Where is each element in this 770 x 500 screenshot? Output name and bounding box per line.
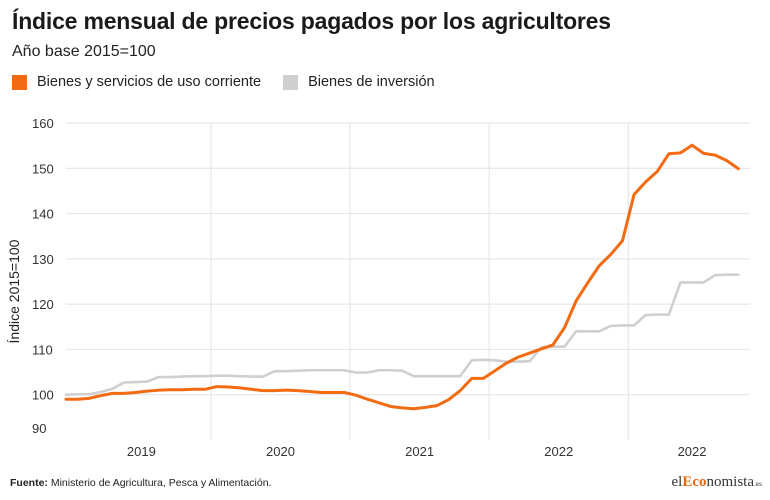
legend-swatch-inversion	[283, 74, 299, 90]
legend: Bienes y servicios de uso corriente Bien…	[12, 74, 457, 90]
y-tick-label: 130	[32, 252, 54, 267]
y-tick-label: 150	[32, 161, 54, 176]
y-tick-label: 110	[32, 342, 53, 357]
source-label: Fuente:	[10, 477, 48, 489]
legend-item-inversion: Bienes de inversión	[283, 74, 435, 90]
y-axis-label: Índice 2015=100	[6, 239, 22, 343]
y-tick-label: 120	[32, 297, 54, 312]
brand-tld: .es	[753, 482, 762, 488]
legend-label-inversion: Bienes de inversión	[308, 74, 435, 90]
y-tick-label: 90	[32, 421, 46, 436]
chart-subtitle: Año base 2015=100	[12, 43, 156, 60]
legend-item-corriente: Bienes y servicios de uso corriente	[12, 74, 261, 90]
x-tick-label: 2019	[127, 444, 156, 459]
source-text: Ministerio de Agricultura, Pesca y Alime…	[50, 477, 272, 489]
line-chart: 90 100 110 120 130 140 150 160 2019 2020 2021 2022 2…	[6, 116, 750, 459]
y-tick-label: 160	[32, 116, 54, 131]
x-tick-label: 2021	[405, 444, 434, 459]
source-note: Fuente: Ministerio de Agricultura, Pesca…	[10, 477, 271, 489]
legend-label-corriente: Bienes y servicios de uso corriente	[37, 74, 262, 90]
legend-swatch-corriente	[12, 74, 27, 90]
series-line-inversion	[64, 273, 740, 397]
brand-prefix: el	[671, 474, 683, 490]
x-tick-label: 2022	[678, 444, 707, 459]
brand-accent: Eco	[682, 474, 707, 490]
x-tick-label: 2022	[544, 444, 573, 459]
y-tick-label: 140	[32, 207, 54, 222]
series-line-corriente	[64, 143, 740, 411]
y-tick-label: 100	[32, 388, 54, 403]
brand-logo: elEconomista.es	[671, 474, 762, 491]
brand-suffix: nomista	[706, 474, 754, 490]
chart-title: Índice mensual de precios pagados por lo…	[12, 8, 611, 34]
x-tick-label: 2020	[266, 444, 295, 459]
